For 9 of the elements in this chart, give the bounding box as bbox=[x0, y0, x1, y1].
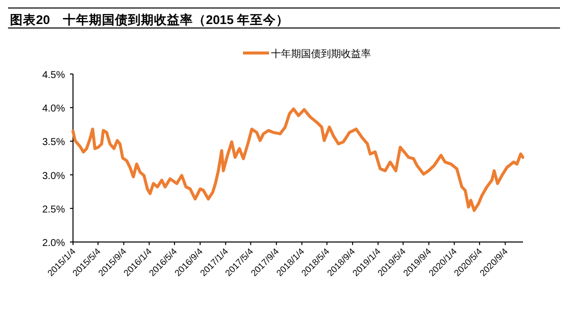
y-tick-label: 4.5% bbox=[42, 70, 66, 81]
y-tick-label: 2.0% bbox=[42, 238, 66, 249]
legend-label: 十年期国债到期收益率 bbox=[271, 48, 371, 60]
line-series bbox=[72, 107, 524, 212]
y-tick-label: 3.5% bbox=[42, 137, 66, 148]
y-tick-label: 2.5% bbox=[42, 204, 66, 216]
y-tick-label: 4.0% bbox=[42, 104, 66, 115]
y-tick-label: 3.0% bbox=[42, 170, 66, 182]
chart-title: 图表20 十年期国债到期收益率（2015 年至今） bbox=[10, 12, 290, 27]
